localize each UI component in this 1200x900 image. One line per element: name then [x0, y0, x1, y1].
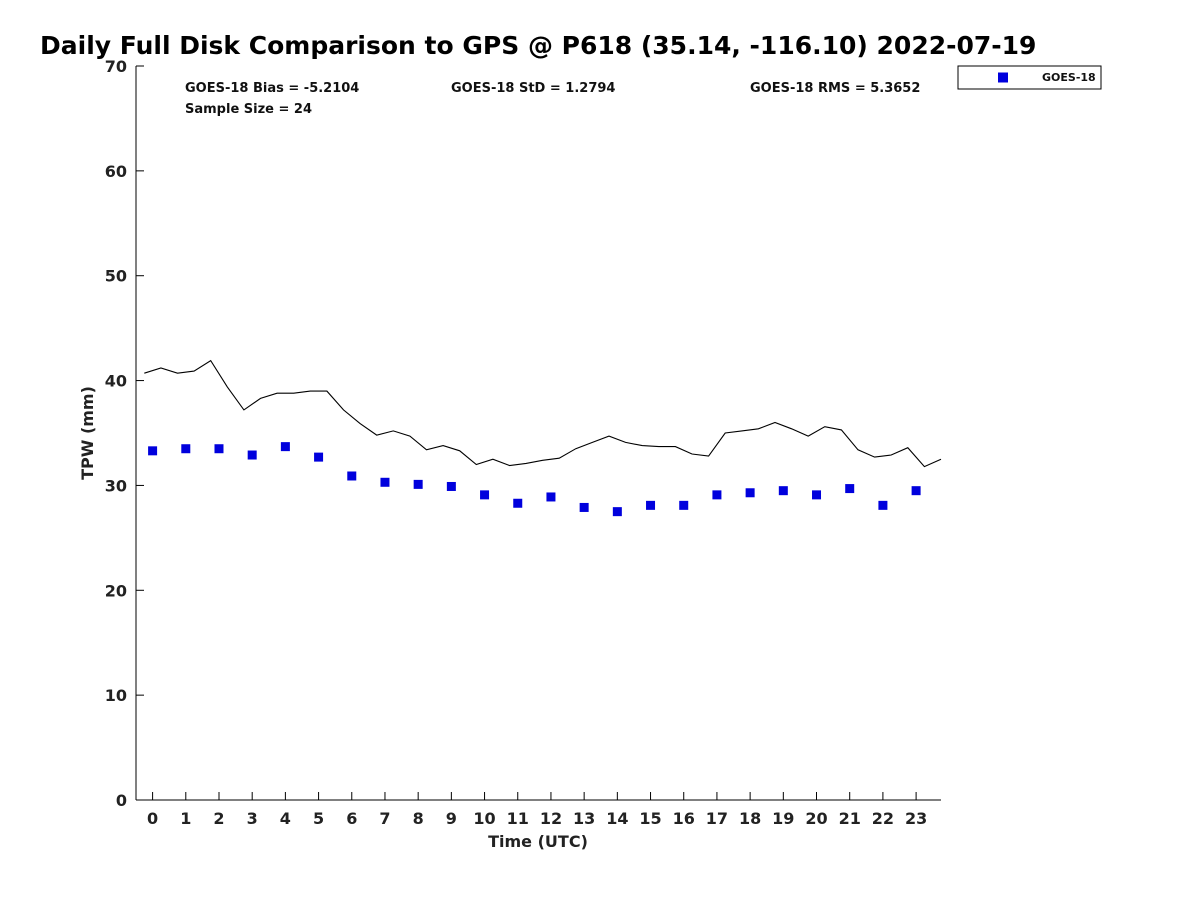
goes18-point [413, 479, 423, 489]
goes18-point [148, 446, 158, 456]
goes18-point [646, 500, 656, 510]
goes18-point [247, 450, 257, 460]
goes18-point [878, 500, 888, 510]
x-tick-label: 21 [839, 809, 861, 828]
x-tick-label: 8 [413, 809, 424, 828]
rms-stat: GOES-18 RMS = 5.3652 [750, 81, 920, 96]
goes18-point [579, 502, 589, 512]
x-tick-label: 4 [280, 809, 291, 828]
goes18-point [446, 481, 456, 491]
goes18-point [181, 444, 191, 454]
goes18-point [712, 490, 722, 500]
x-tick-label: 23 [905, 809, 927, 828]
bias-stat: GOES-18 Bias = -5.2104 [185, 81, 359, 96]
x-tick-label: 10 [473, 809, 495, 828]
x-tick-label: 11 [507, 809, 529, 828]
goes18-point [546, 492, 556, 502]
x-tick-label: 14 [606, 809, 628, 828]
goes18-point [314, 452, 324, 462]
goes18-point [778, 486, 788, 496]
legend-label-goes18: GOES-18 [1042, 71, 1096, 84]
x-axis-label: Time (UTC) [488, 832, 588, 851]
x-tick-label: 12 [540, 809, 562, 828]
goes18-scatter-series [148, 442, 921, 517]
goes18-point [280, 442, 290, 452]
y-axis-label: TPW (mm) [78, 386, 97, 480]
y-tick-label: 0 [116, 791, 127, 810]
x-tick-label: 18 [739, 809, 761, 828]
legend-box [957, 65, 1102, 90]
goes18-point [480, 490, 490, 500]
x-tick-label: 15 [639, 809, 661, 828]
x-tick-label: 5 [313, 809, 324, 828]
y-tick-label: 10 [105, 686, 127, 705]
goes18-point [845, 484, 855, 494]
std-stat: GOES-18 StD = 1.2794 [451, 81, 615, 96]
y-tick-label: 70 [105, 57, 127, 76]
x-tick-label: 2 [213, 809, 224, 828]
x-tick-label: 20 [805, 809, 827, 828]
goes18-point [612, 507, 622, 517]
y-tick-label: 20 [105, 581, 127, 600]
x-tick-label: 3 [247, 809, 258, 828]
x-tick-label: 19 [772, 809, 794, 828]
goes18-point [347, 471, 357, 481]
goes18-point [911, 486, 921, 496]
x-tick-label: 22 [872, 809, 894, 828]
x-tick-label: 6 [346, 809, 357, 828]
x-tick-label: 17 [706, 809, 728, 828]
goes18-point [812, 490, 822, 500]
x-tick-label: 0 [147, 809, 158, 828]
y-tick-label: 60 [105, 162, 127, 181]
x-tick-label: 16 [673, 809, 695, 828]
y-tick-label: 30 [105, 476, 127, 495]
y-tick-label: 40 [105, 372, 127, 391]
goes18-point [214, 444, 224, 454]
chart-title: Daily Full Disk Comparison to GPS @ P618… [40, 31, 1036, 60]
goes18-point [513, 498, 523, 508]
x-tick-label: 7 [379, 809, 390, 828]
legend-marker-goes18 [998, 72, 1008, 83]
y-tick-label: 50 [105, 267, 127, 286]
gps-line-series [144, 359, 942, 468]
x-tick-label: 9 [446, 809, 457, 828]
x-tick-label: 1 [180, 809, 191, 828]
legend: GOES-18 [957, 65, 1102, 90]
goes18-point [679, 500, 689, 510]
x-tick-label: 13 [573, 809, 595, 828]
gps-line [144, 359, 942, 468]
sample-size-stat: Sample Size = 24 [185, 102, 312, 117]
goes18-point [380, 477, 390, 487]
goes18-point [745, 488, 755, 498]
